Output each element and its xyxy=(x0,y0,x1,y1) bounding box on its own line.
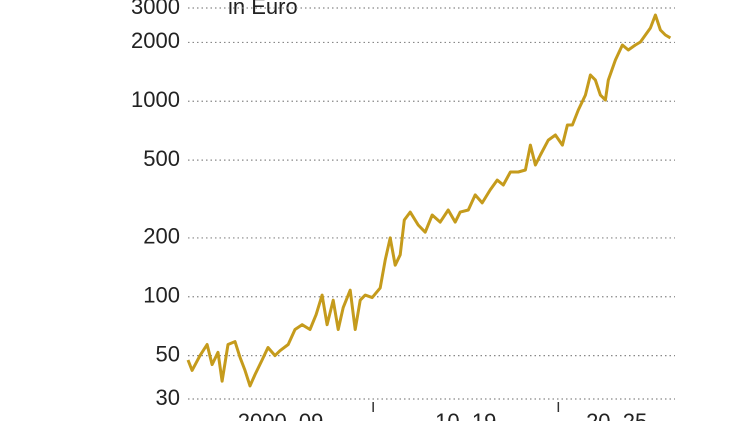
y-tick-label: 1000 xyxy=(131,87,180,112)
price-line xyxy=(186,13,672,388)
y-tick-label: 30 xyxy=(156,385,180,410)
y-tick-label: 100 xyxy=(143,283,180,308)
x-period-label: 20–25 xyxy=(586,409,647,421)
y-tick-label: 50 xyxy=(156,341,180,366)
x-period-label: 10–19 xyxy=(435,409,496,421)
y-tick-label: 2000 xyxy=(131,28,180,53)
y-tick-label: 500 xyxy=(143,146,180,171)
y-tick-label: 200 xyxy=(143,224,180,249)
x-period-label: 2000–09 xyxy=(238,409,324,421)
annotation: in Euro xyxy=(228,0,298,19)
y-tick-label: 3000 xyxy=(131,0,180,19)
